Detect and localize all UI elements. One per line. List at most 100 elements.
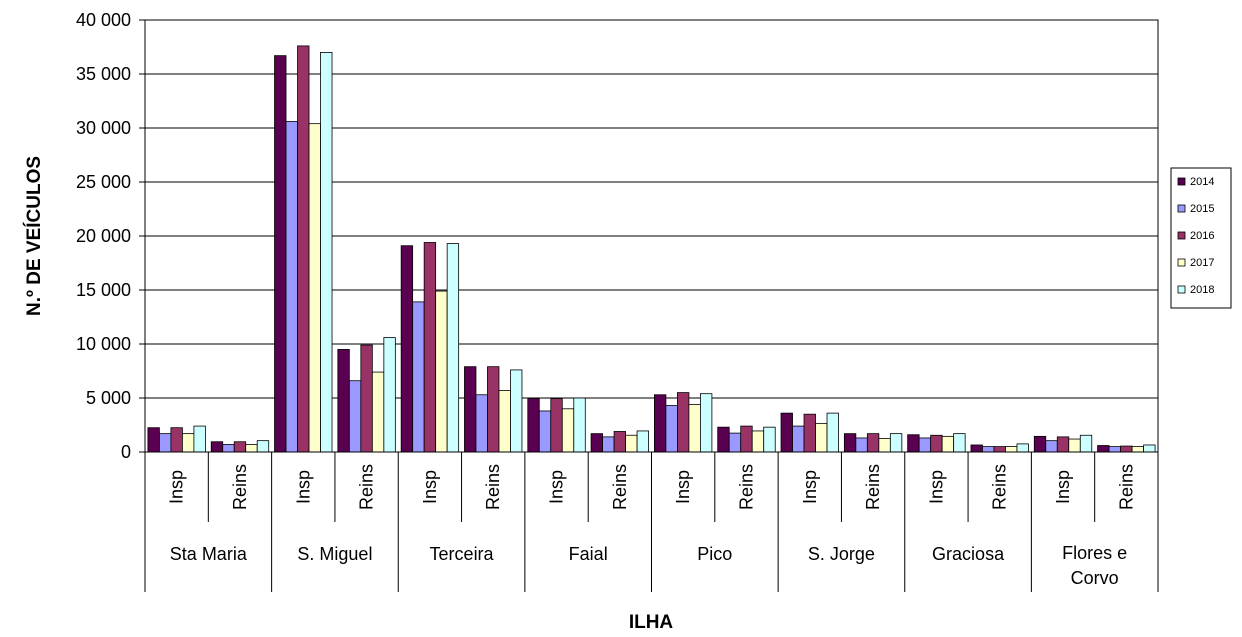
group-label: Graciosa xyxy=(932,544,1005,564)
x-axis-title: ILHA xyxy=(629,612,674,633)
bar-2015 xyxy=(918,437,932,453)
group-label: Flores e xyxy=(1062,543,1127,563)
y-tick-label: 20 000 xyxy=(76,226,131,246)
bar-2015 xyxy=(728,432,742,453)
bar-2016 xyxy=(423,242,437,453)
legend-swatch-2016 xyxy=(1177,231,1186,240)
bar-2018 xyxy=(889,433,903,453)
bar-2014 xyxy=(970,444,983,453)
group-label: Faial xyxy=(569,544,608,564)
bar-2017 xyxy=(688,404,701,453)
bar-2014 xyxy=(147,427,160,453)
bar-2014 xyxy=(464,366,477,453)
bar-2018 xyxy=(383,337,396,453)
subcategory-label: Insp xyxy=(420,470,440,504)
bar-2014 xyxy=(1097,445,1110,453)
y-tick-label: 10 000 xyxy=(76,334,131,354)
axes xyxy=(139,19,1159,592)
legend-swatch-2015 xyxy=(1177,204,1186,213)
bar-2018 xyxy=(1143,444,1156,453)
bar-2018 xyxy=(636,430,649,453)
y-tick-labels: 0 5 000 10 000 15 000 20 000 25 000 30 000 35 0… xyxy=(76,10,131,462)
bar-2017 xyxy=(498,390,511,453)
y-tick-label: 15 000 xyxy=(76,280,131,300)
group-label: Corvo xyxy=(1071,568,1119,588)
bar-2017 xyxy=(435,290,448,453)
group-label: S. Jorge xyxy=(808,544,875,564)
legend-label-2015: 2015 xyxy=(1190,203,1214,215)
bar-2018 xyxy=(1016,443,1029,453)
y-tick-label: 25 000 xyxy=(76,172,131,192)
bar-2015 xyxy=(285,121,298,453)
bar-2017 xyxy=(182,433,195,453)
bar-2016 xyxy=(803,413,816,453)
bar-2017 xyxy=(815,422,828,453)
bar-2016 xyxy=(677,392,690,453)
bar-2016 xyxy=(233,441,247,453)
bar-2015 xyxy=(412,301,425,453)
bar-2016 xyxy=(550,398,563,453)
bar-2014 xyxy=(843,433,857,453)
bar-2014 xyxy=(717,426,730,453)
subcategory-label: Insp xyxy=(926,470,946,504)
bar-2018 xyxy=(320,52,333,453)
bar-2017 xyxy=(878,438,891,453)
subcategory-label: Reins xyxy=(230,464,250,510)
bar-2014 xyxy=(527,398,540,453)
bar-2015 xyxy=(665,405,678,453)
bar-2015 xyxy=(792,425,805,453)
bar-2018 xyxy=(700,393,713,453)
legend-swatch-2017 xyxy=(1177,258,1186,267)
bar-2018 xyxy=(953,433,966,453)
bar-2014 xyxy=(1033,435,1047,453)
bar-2017 xyxy=(1131,446,1144,453)
bar-2018 xyxy=(1079,434,1093,453)
bar-2015 xyxy=(475,394,488,453)
bar-2014 xyxy=(210,441,224,453)
legend: 2014 2015 2016 2017 2018 xyxy=(1170,167,1232,309)
bar-2015 xyxy=(1108,446,1121,453)
subcategory-label: Reins xyxy=(1116,464,1136,510)
subcategory-label: Insp xyxy=(293,470,313,504)
bar-2016 xyxy=(1120,445,1133,453)
group-label: Pico xyxy=(697,544,732,564)
bar-2014 xyxy=(337,348,350,453)
subcategory-label: Insp xyxy=(547,470,567,504)
y-tick-label: 5 000 xyxy=(86,388,131,408)
legend-label-2017: 2017 xyxy=(1190,257,1214,269)
bar-2014 xyxy=(274,55,287,453)
bar-2016 xyxy=(866,433,880,453)
bar-2018 xyxy=(446,243,460,453)
subcategory-label: Insp xyxy=(673,470,693,504)
group-label: Terceira xyxy=(430,544,495,564)
bar-2015 xyxy=(982,446,995,453)
bar-2017 xyxy=(308,123,321,453)
bar-2015 xyxy=(538,410,552,453)
subcategory-label: Reins xyxy=(736,464,756,510)
legend-label-2018: 2018 xyxy=(1190,284,1214,296)
bars xyxy=(147,45,1156,453)
bar-2015 xyxy=(602,436,615,453)
bar-2017 xyxy=(561,408,575,453)
bar-2017 xyxy=(245,444,258,453)
bar-2014 xyxy=(907,434,920,453)
legend-label-2016: 2016 xyxy=(1190,230,1214,242)
bar-2014 xyxy=(590,433,603,453)
bar-2015 xyxy=(348,380,362,453)
subcategory-label: Insp xyxy=(167,470,187,504)
y-tick-label: 40 000 xyxy=(76,10,131,30)
bar-2018 xyxy=(826,412,839,453)
bar-2015 xyxy=(1045,440,1058,453)
y-tick-label: 35 000 xyxy=(76,64,131,84)
bar-2017 xyxy=(941,435,955,453)
bar-2017 xyxy=(751,430,765,453)
bar-2017 xyxy=(1068,438,1081,453)
bar-2018 xyxy=(573,397,586,453)
bar-2018 xyxy=(510,369,523,453)
bar-2015 xyxy=(222,444,235,453)
bar-2016 xyxy=(487,366,500,453)
bar-2016 xyxy=(613,431,626,453)
bar-2016 xyxy=(1056,436,1070,453)
subcategory-label: Reins xyxy=(990,464,1010,510)
group-label: Sta Maria xyxy=(170,544,248,564)
